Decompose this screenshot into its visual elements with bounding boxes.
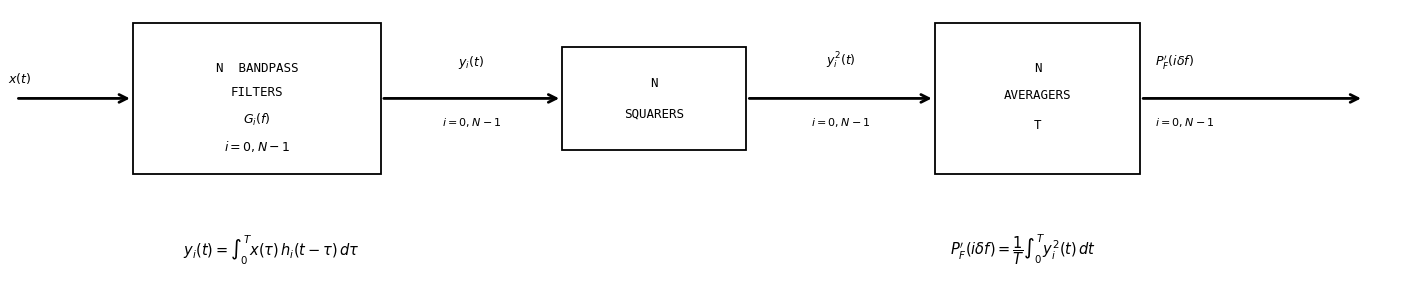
Text: $i = 0, N-1$: $i = 0, N-1$ [811, 116, 870, 129]
Text: $y_i(t) = \int_0^T x(\tau)\, h_i(t-\tau)\, d\tau$: $y_i(t) = \int_0^T x(\tau)\, h_i(t-\tau)… [182, 233, 360, 267]
Text: N: N [650, 77, 658, 90]
Text: $P_F^{\prime}(i\delta f) = \dfrac{1}{T}\int_0^T y_i^2(t)\, dt$: $P_F^{\prime}(i\delta f) = \dfrac{1}{T}\… [950, 233, 1096, 267]
FancyBboxPatch shape [132, 23, 381, 174]
Text: $i = 0, N-1$: $i = 0, N-1$ [223, 140, 290, 155]
Text: SQUARERS: SQUARERS [624, 107, 684, 120]
Text: $y_i^2(t)$: $y_i^2(t)$ [826, 51, 856, 71]
Text: $i = 0, N-1$: $i = 0, N-1$ [442, 116, 501, 129]
Text: N  BANDPASS: N BANDPASS [216, 62, 299, 75]
Text: $y_i(t)$: $y_i(t)$ [458, 54, 485, 71]
Text: $G_i(f)$: $G_i(f)$ [243, 112, 270, 128]
FancyBboxPatch shape [562, 47, 747, 150]
Text: $i = 0, N-1$: $i = 0, N-1$ [1155, 116, 1214, 129]
Text: $P_F^{\prime}(i\delta f)$: $P_F^{\prime}(i\delta f)$ [1155, 53, 1193, 71]
Text: $x(t)$: $x(t)$ [9, 71, 31, 86]
Text: T: T [1034, 119, 1041, 132]
Text: N: N [1034, 62, 1041, 75]
Text: AVERAGERS: AVERAGERS [1004, 89, 1071, 102]
FancyBboxPatch shape [934, 23, 1140, 174]
Text: FILTERS: FILTERS [230, 86, 283, 99]
